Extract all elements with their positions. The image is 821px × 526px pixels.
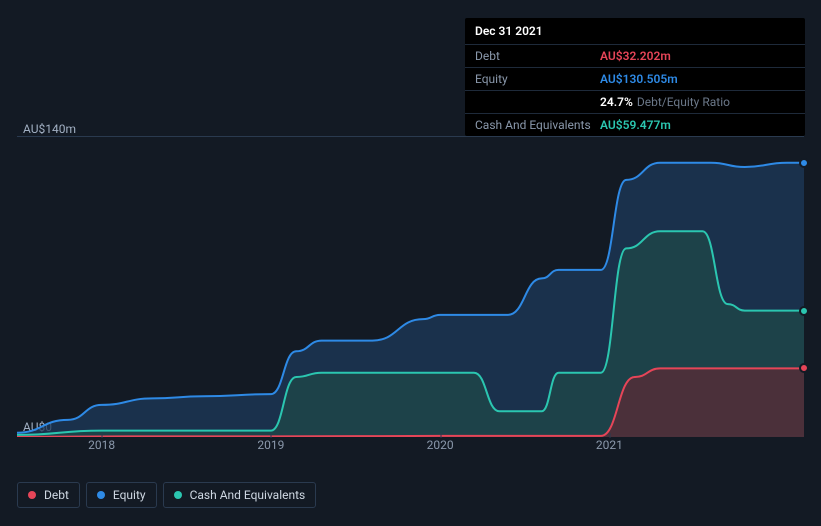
legend-item-label: Cash And Equivalents bbox=[190, 488, 306, 502]
series-end-marker bbox=[799, 306, 809, 316]
legend-dot-icon bbox=[97, 491, 105, 499]
tooltip-row: EquityAU$130.505m bbox=[465, 68, 805, 91]
chart-tooltip: Dec 31 2021 DebtAU$32.202mEquityAU$130.5… bbox=[465, 18, 805, 136]
tooltip-row-value: AU$130.505m bbox=[600, 72, 678, 86]
legend-dot-icon bbox=[174, 491, 182, 499]
legend-item-label: Equity bbox=[113, 488, 146, 502]
legend-dot-icon bbox=[28, 491, 36, 499]
x-tick-label: 2021 bbox=[596, 438, 623, 452]
x-tick-label: 2019 bbox=[257, 438, 284, 452]
tooltip-row: 24.7%Debt/Equity Ratio bbox=[465, 91, 805, 114]
tooltip-row: DebtAU$32.202m bbox=[465, 45, 805, 68]
series-end-marker bbox=[799, 158, 809, 168]
tooltip-row-sublabel: Debt/Equity Ratio bbox=[637, 95, 730, 109]
tooltip-date: Dec 31 2021 bbox=[465, 18, 805, 45]
chart-legend: Debt Equity Cash And Equivalents bbox=[17, 482, 316, 508]
legend-item-equity[interactable]: Equity bbox=[86, 482, 157, 508]
x-tick-label: 2018 bbox=[88, 438, 115, 452]
x-axis: 2018 2019 2020 2021 bbox=[17, 438, 804, 458]
legend-item-debt[interactable]: Debt bbox=[17, 482, 80, 508]
plot-area bbox=[17, 136, 804, 436]
tooltip-row-label: Debt bbox=[475, 49, 600, 63]
tooltip-row-label bbox=[475, 95, 600, 109]
legend-item-cash-and-equivalents[interactable]: Cash And Equivalents bbox=[163, 482, 317, 508]
legend-item-label: Debt bbox=[44, 488, 69, 502]
debt-equity-chart: AU$140m AU$0 2018201920202021 bbox=[17, 122, 804, 462]
tooltip-row-label: Equity bbox=[475, 72, 600, 86]
tooltip-row-value: AU$32.202m bbox=[600, 49, 671, 63]
tooltip-row-value: 24.7%Debt/Equity Ratio bbox=[600, 95, 730, 109]
y-axis-max-label: AU$140m bbox=[23, 122, 76, 136]
x-tick-label: 2020 bbox=[427, 438, 454, 452]
series-end-marker bbox=[799, 363, 809, 373]
